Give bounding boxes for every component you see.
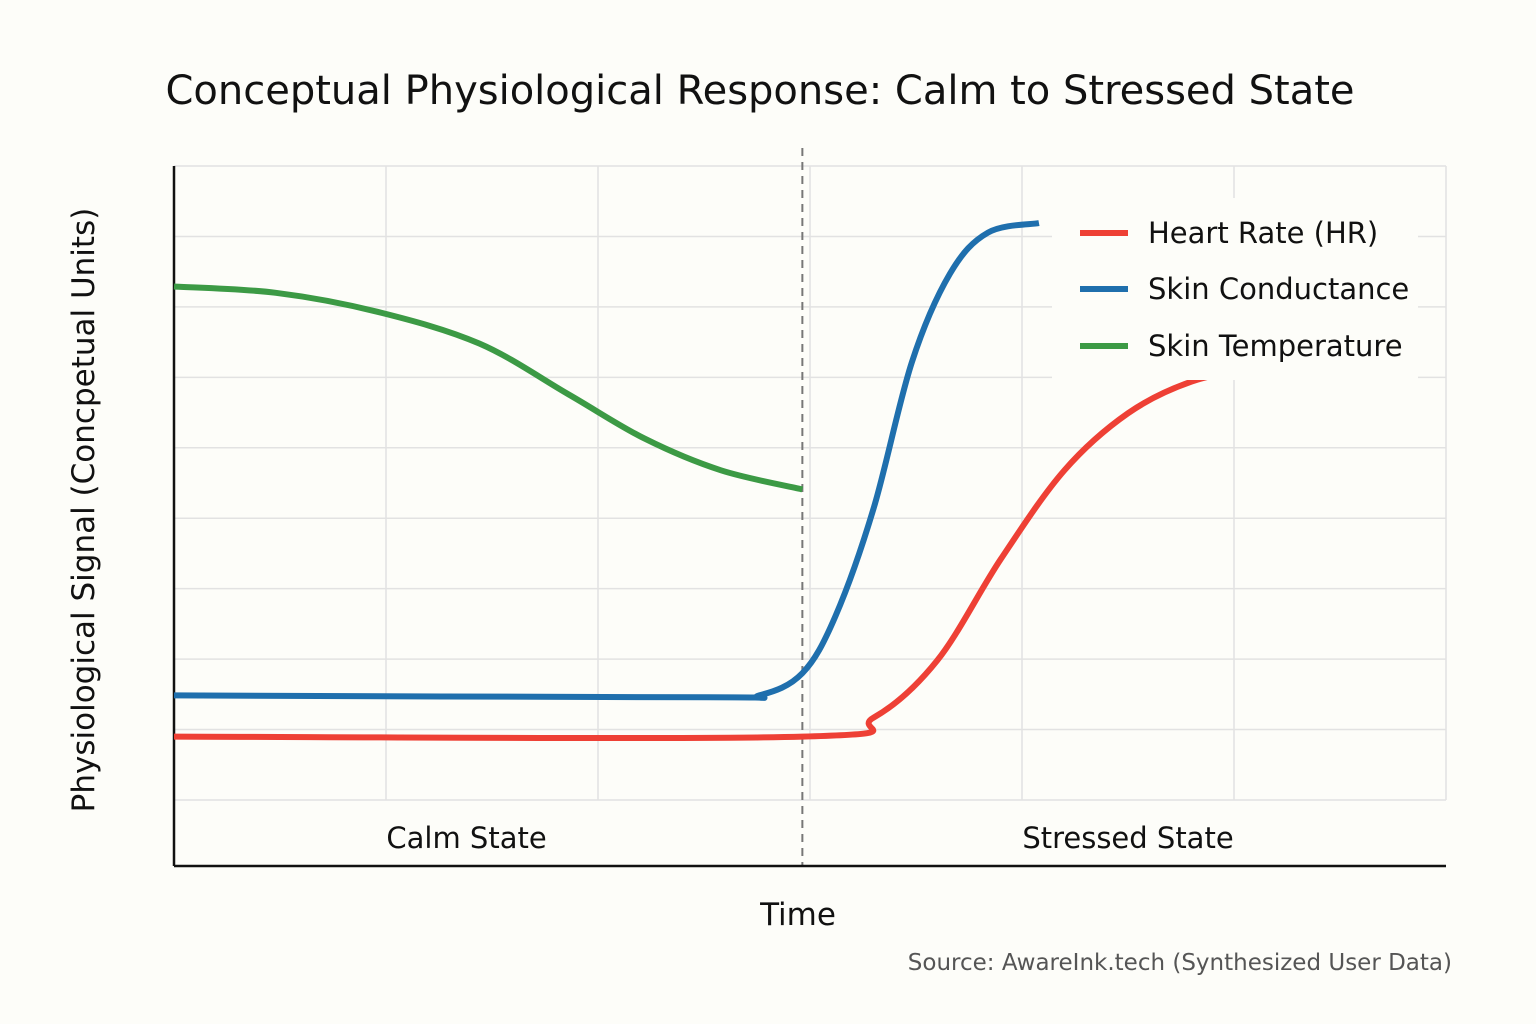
region-label-stressed: Stressed State <box>1022 821 1233 855</box>
legend-label-heart-rate: Heart Rate (HR) <box>1148 216 1378 250</box>
chart-title: Conceptual Physiological Response: Calm … <box>165 68 1354 114</box>
legend: Heart Rate (HR) Skin Conductance Skin Te… <box>1052 198 1418 380</box>
legend-label-skin-conductance: Skin Conductance <box>1148 272 1409 306</box>
x-axis-label: Time <box>759 897 836 933</box>
series-line-skin-temperature <box>173 283 804 493</box>
y-axis-label: Physiological Signal (Concpetual Units) <box>66 208 102 813</box>
legend-label-skin-temperature: Skin Temperature <box>1148 329 1403 363</box>
series-line-skin-conductance <box>173 220 1040 701</box>
series-lines <box>173 220 1320 742</box>
series-line-heart-rate <box>173 359 1320 742</box>
source-note: Source: AwareInk.tech (Synthesized User … <box>908 950 1452 976</box>
region-label-calm: Calm State <box>386 821 546 855</box>
